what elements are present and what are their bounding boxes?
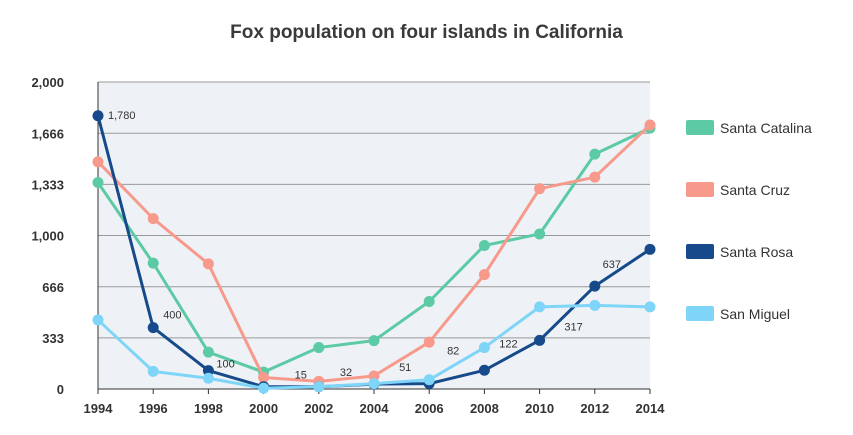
legend-label: Santa Cruz <box>720 182 790 198</box>
y-tick-label: 333 <box>42 331 64 346</box>
data-point-santa-catalina <box>313 342 325 354</box>
data-point-santa-catalina <box>368 335 380 347</box>
legend-label: Santa Catalina <box>720 120 812 136</box>
data-label: 82 <box>447 345 459 357</box>
data-point-santa-cruz <box>368 370 380 382</box>
data-point-santa-catalina <box>589 148 601 160</box>
y-tick-label: 666 <box>42 280 64 295</box>
data-point-san-miguel <box>147 365 159 377</box>
x-tick-label: 2012 <box>580 401 609 416</box>
data-point-santa-cruz <box>534 183 546 195</box>
data-point-santa-catalina <box>147 257 159 269</box>
data-point-san-miguel <box>478 342 490 354</box>
x-tick-label: 2004 <box>360 401 390 416</box>
data-point-santa-cruz <box>589 171 601 183</box>
chart-title: Fox population on four islands in Califo… <box>230 22 623 43</box>
data-point-santa-cruz <box>92 156 104 168</box>
data-point-san-miguel <box>313 381 325 393</box>
data-label: 1,780 <box>108 110 136 122</box>
data-point-santa-rosa <box>589 280 601 292</box>
data-label: 317 <box>564 321 582 333</box>
legend-label: Santa Rosa <box>720 244 793 260</box>
data-label: 122 <box>499 338 517 350</box>
legend-swatch <box>686 182 714 197</box>
x-tick-label: 2008 <box>470 401 499 416</box>
data-point-santa-cruz <box>644 119 656 131</box>
legend-swatch <box>686 306 714 321</box>
data-point-santa-rosa <box>534 334 546 346</box>
x-tick-label: 2000 <box>249 401 278 416</box>
data-point-santa-rosa <box>644 243 656 255</box>
y-tick-label: 1,666 <box>31 126 64 141</box>
data-point-santa-cruz <box>258 371 270 383</box>
data-point-santa-catalina <box>423 296 435 308</box>
data-point-santa-rosa <box>92 110 104 122</box>
x-tick-label: 2006 <box>415 401 444 416</box>
data-point-santa-cruz <box>147 213 159 225</box>
x-tick-label: 1994 <box>84 401 114 416</box>
x-tick-label: 1996 <box>139 401 168 416</box>
data-point-santa-cruz <box>202 258 214 270</box>
series-lines <box>92 110 656 394</box>
y-tick-label: 1,000 <box>31 229 64 244</box>
data-point-san-miguel <box>202 372 214 384</box>
data-point-santa-rosa <box>478 364 490 376</box>
y-tick-label: 0 <box>57 382 64 397</box>
data-point-san-miguel <box>589 299 601 311</box>
legend-label: San Miguel <box>720 306 790 322</box>
x-tick-label: 2014 <box>636 401 666 416</box>
legend-swatch <box>686 120 714 135</box>
axes: 0 333 666 1,000 1,333 1,666 2,000 1994 1996 1998 2… <box>31 75 665 416</box>
x-tick-label: 2010 <box>525 401 554 416</box>
data-point-santa-catalina <box>202 346 214 358</box>
data-point-santa-cruz <box>478 269 490 281</box>
data-point-santa-cruz <box>423 336 435 348</box>
data-label: 100 <box>216 359 234 371</box>
data-point-san-miguel <box>534 301 546 313</box>
data-point-san-miguel <box>258 382 270 394</box>
legend: Santa Catalina Santa Cruz Santa Rosa San Mi… <box>686 120 812 322</box>
data-point-santa-catalina <box>92 177 104 189</box>
data-point-santa-rosa <box>147 322 159 334</box>
data-point-santa-catalina <box>478 239 490 251</box>
legend-swatch <box>686 244 714 259</box>
x-tick-label: 2002 <box>304 401 333 416</box>
data-label: 32 <box>340 367 352 379</box>
data-point-san-miguel <box>644 301 656 313</box>
data-label: 15 <box>295 370 307 382</box>
x-tick-label: 1998 <box>194 401 223 416</box>
data-point-san-miguel <box>423 374 435 386</box>
data-point-santa-rosa <box>202 365 214 377</box>
y-tick-label: 1,333 <box>31 177 64 192</box>
data-label: 400 <box>163 310 181 322</box>
y-tick-label: 2,000 <box>31 75 64 90</box>
data-label: 51 <box>399 362 411 374</box>
data-point-san-miguel <box>92 314 104 326</box>
data-point-san-miguel <box>368 378 380 390</box>
data-label: 637 <box>603 259 621 271</box>
data-point-santa-catalina <box>534 228 546 240</box>
data-labels: 1,780 400 100 15 32 51 82 122 317 637 <box>108 110 621 382</box>
